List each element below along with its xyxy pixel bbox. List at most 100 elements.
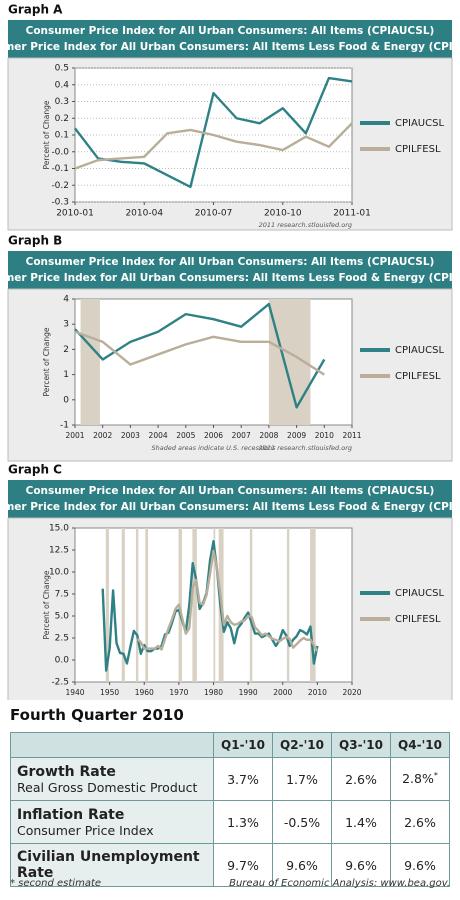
recession-band [121, 528, 125, 682]
x-tick-label: 1960 [135, 688, 154, 697]
y-tick-label: 3 [63, 320, 69, 330]
x-tick-label: 2010 [315, 431, 334, 440]
y-tick-label: 4 [63, 295, 69, 305]
legend-label: CPIAUCSL [395, 345, 444, 356]
x-tick-label: 2008 [259, 431, 278, 440]
y-tick-label: 2.5 [55, 634, 69, 644]
y-axis-label: Percent of Change [42, 100, 51, 169]
y-tick-label: 0.3 [55, 97, 69, 107]
cell-value: 1.7% [286, 771, 318, 787]
row-title: Civilian Unemployment Rate [17, 849, 200, 881]
row-label: Growth Rate Real Gross Domestic Product [10, 757, 214, 801]
row-label: Civilian Unemployment Rate [10, 843, 214, 887]
source: 2011 research.stlouisfed.org [259, 221, 352, 229]
graph-heading: Graph B [8, 234, 62, 248]
y-tick-label: 12.5 [49, 546, 69, 556]
cell: 1.4% [331, 800, 391, 844]
recession-band [178, 528, 182, 682]
cell-value: 9.6% [286, 857, 318, 873]
graph-heading: Graph A [8, 3, 63, 17]
recession-band [310, 528, 316, 682]
x-tick-label: 2003 [121, 431, 140, 440]
x-tick-label: 2010-07 [195, 209, 233, 219]
plot-area [74, 298, 353, 426]
y-tick-label: 10.0 [49, 568, 69, 578]
series-line [136, 549, 319, 652]
recession-band [135, 528, 139, 682]
series-line [74, 76, 353, 189]
cell: 1.3% [213, 800, 273, 844]
y-tick-label: -0.3 [51, 198, 69, 208]
row-title: Inflation Rate [17, 806, 125, 823]
cell: 2.6% [390, 800, 450, 844]
x-tick-label: 2002 [93, 431, 112, 440]
cell: -0.5% [272, 800, 332, 844]
y-tick-label: 15.0 [49, 524, 69, 534]
chart-title: Consumer Price Index for All Urban Consu… [26, 25, 435, 37]
x-tick-label: 2001 [65, 431, 84, 440]
x-tick-label: 2010-10 [264, 209, 302, 219]
y-tick-label: -0.0 [51, 147, 69, 157]
chart-title: Consumer Price Index for All Urban Consu… [26, 485, 435, 497]
footnote: * second estimate [10, 878, 102, 889]
y-tick-label: -0.1 [51, 164, 69, 174]
y-tick-label: -0.2 [51, 181, 69, 191]
title-bar [8, 480, 452, 518]
y-axis-label: Percent of Change [42, 327, 51, 396]
recession-band [105, 528, 109, 682]
y-tick-label: 0 [63, 395, 69, 405]
cell-value: 1.4% [345, 814, 377, 830]
row-title: Growth Rate [17, 763, 116, 780]
legend-label: CPIAUCSL [395, 118, 444, 129]
recession-band [192, 528, 197, 682]
source: 2011 research.stlouisfed.org [259, 444, 352, 452]
row: Growth Rate Real Gross Domestic Product 3.… [10, 757, 450, 801]
x-tick-label: 2006 [204, 431, 223, 440]
cell-value: 2.6% [404, 814, 436, 830]
row-subtitle: Consumer Price Index [17, 822, 154, 838]
chart-title: Consumer Price Index for All Urban Consu… [26, 256, 435, 268]
cell: 2.6% [331, 757, 391, 801]
cell: 3.7% [213, 757, 273, 801]
title-bar [8, 20, 452, 58]
cell: 2.8%* [390, 757, 450, 801]
summary: Fourth Quarter 2010 Q1-'10 Q2-'10 Q3-'10 Q4… [10, 706, 450, 887]
y-tick-label: -2.5 [51, 678, 69, 688]
recession-band [213, 528, 216, 682]
cell-value: 9.6% [345, 857, 377, 873]
y-tick-label: 0.5 [55, 64, 69, 74]
graph-heading: Graph C [8, 463, 62, 477]
column-header: Q3-'10 [331, 732, 391, 758]
series-line [74, 122, 353, 170]
x-tick-label: 2011-01 [333, 209, 371, 219]
recession-note: Shaded areas indicate U.S. recessions [151, 444, 276, 452]
legend-label: CPILFESL [395, 614, 441, 625]
x-tick-label: 1990 [239, 688, 258, 697]
cell: 9.6% [390, 843, 450, 887]
column-header: Q1-'10 [213, 732, 273, 758]
row-subtitle: Real Gross Domestic Product [17, 779, 198, 795]
recession-band [249, 528, 253, 682]
x-tick-label: 2011 [342, 431, 361, 440]
x-tick-label: 2007 [232, 431, 251, 440]
row: Inflation Rate Consumer Price Index 1.3% -0… [10, 800, 450, 844]
cell-mark: * [433, 771, 438, 781]
x-tick-label: 2010 [308, 688, 327, 697]
y-tick-label: 2 [63, 345, 69, 355]
column-header: Q4-'10 [390, 732, 450, 758]
x-tick-label: 1950 [100, 688, 119, 697]
x-tick-label: 2010-01 [56, 209, 94, 219]
row-label: Inflation Rate Consumer Price Index [10, 800, 214, 844]
y-tick-label: 0.2 [55, 114, 69, 124]
series-line [74, 330, 325, 376]
y-tick-label: 1 [63, 370, 69, 380]
x-tick-label: 2010-04 [125, 209, 163, 219]
legend-label: CPILFESL [395, 144, 441, 155]
corner [10, 732, 214, 758]
cell: 9.7% [213, 843, 273, 887]
cell-value: 2.6% [345, 771, 377, 787]
recession-band [145, 528, 149, 682]
charts: Graph A Consumer Price Index for All Urba… [7, 2, 453, 700]
y-tick-label: -1 [60, 421, 69, 431]
